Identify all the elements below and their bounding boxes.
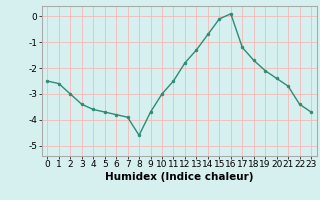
X-axis label: Humidex (Indice chaleur): Humidex (Indice chaleur)	[105, 172, 253, 182]
